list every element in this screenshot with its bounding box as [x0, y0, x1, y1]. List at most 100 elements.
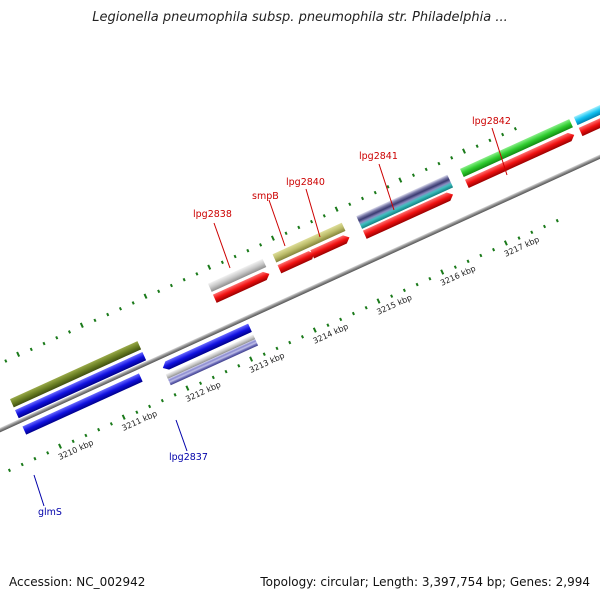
feature-grey-rev[interactable] [165, 334, 256, 379]
outer-tick [398, 177, 403, 183]
gene-label-lpg2841[interactable]: lpg2841 [359, 151, 398, 162]
inner-tick [415, 282, 419, 287]
leader-glmS [33, 474, 45, 507]
kbp-label: 3211 kbp [121, 409, 159, 433]
inner-tick [326, 323, 330, 327]
outer-tick [270, 235, 275, 241]
feature-blue-rev[interactable] [161, 323, 252, 372]
outer-tick [220, 260, 224, 265]
outer-tick [450, 156, 454, 160]
inner-tick [148, 404, 152, 409]
topology-summary: Topology: circular; Length: 3,397,754 bp… [260, 575, 590, 589]
inner-tick [466, 259, 470, 264]
outer-tick [207, 264, 212, 270]
feature-lpg2841-stack[interactable] [356, 174, 454, 229]
inner-tick [312, 327, 317, 333]
outer-tick [29, 347, 33, 352]
inner-tick [7, 468, 12, 473]
feature-olive-left[interactable] [10, 341, 142, 408]
feature-smpB[interactable] [272, 222, 346, 263]
inner-tick [135, 410, 139, 415]
outer-tick [334, 206, 339, 212]
inner-tick [237, 364, 241, 368]
outer-tick [373, 190, 377, 195]
feature-lpg2840-b[interactable] [310, 233, 351, 259]
feature-lpg2841[interactable] [362, 190, 455, 239]
kbp-label: 3210 kbp [57, 438, 95, 462]
inner-tick [46, 451, 50, 455]
inner-tick [249, 356, 254, 362]
leader-lpg2842 [491, 127, 508, 176]
inner-tick [402, 288, 406, 293]
outer-tick [488, 138, 492, 143]
accession-info: Accession: NC_002942 [9, 575, 146, 589]
feature-cyan-right[interactable] [573, 92, 600, 126]
feature-red-right[interactable] [578, 103, 600, 137]
outer-tick [157, 289, 161, 294]
kbp-label: 3212 kbp [184, 380, 222, 404]
leader-smpB [268, 199, 286, 247]
kbp-label: 3213 kbp [248, 351, 286, 375]
outer-tick [348, 202, 352, 207]
inner-tick [492, 247, 496, 252]
leader-lpg2838 [213, 222, 231, 269]
outer-tick [16, 351, 21, 357]
outer-tick [462, 148, 466, 154]
inner-tick [300, 335, 305, 339]
feature-lpg2840-a[interactable] [277, 249, 316, 274]
leader-lpg2837 [175, 419, 188, 452]
reverse-strand-features [22, 323, 259, 435]
feature-lpg2838[interactable] [212, 270, 271, 303]
inner-tick [288, 340, 292, 345]
inner-tick [376, 298, 381, 304]
outer-tick [246, 248, 250, 253]
gene-label-lpg2837[interactable]: lpg2837 [169, 452, 208, 463]
outer-tick [424, 167, 428, 172]
inner-tick [262, 352, 266, 356]
gene-label-glmS[interactable]: glmS [38, 507, 62, 518]
feature-green-2842[interactable] [460, 119, 573, 178]
leader-lpg2841 [378, 163, 395, 211]
outer-tick [131, 301, 135, 305]
outer-tick [42, 341, 46, 346]
outer-tick [118, 306, 122, 311]
feature-glmS[interactable] [14, 352, 147, 419]
gene-label-lpg2838[interactable]: lpg2838 [193, 209, 232, 220]
inner-tick [275, 346, 279, 351]
inner-tick [199, 381, 203, 386]
forward-strand-features [10, 92, 600, 419]
gene-label-lpg2842[interactable]: lpg2842 [472, 116, 511, 127]
outer-tick [360, 196, 365, 201]
inner-tick [440, 269, 445, 275]
outer-tick [259, 243, 263, 247]
kbp-label: 3215 kbp [375, 293, 413, 317]
inner-tick [121, 414, 126, 420]
outer-tick [475, 144, 479, 148]
outer-tick [79, 322, 84, 328]
inner-tick [84, 433, 88, 438]
outer-tick [67, 330, 72, 334]
outer-tick [93, 318, 97, 323]
feature-lpg2837[interactable] [167, 339, 259, 386]
gene-label-lpg2840[interactable]: lpg2840 [286, 177, 325, 188]
inner-tick [211, 375, 215, 380]
outer-tick [169, 283, 173, 288]
feature-lpg2842[interactable] [464, 131, 576, 188]
inner-tick [185, 385, 190, 391]
inner-tick [503, 240, 508, 246]
inner-tick [555, 218, 559, 223]
inner-tick [97, 427, 101, 432]
feature-blue-left-rev[interactable] [22, 373, 143, 435]
inner-tick [428, 276, 432, 281]
inner-tick [453, 265, 457, 269]
leader-lpg2840 [305, 188, 321, 238]
kbp-label: 3217 kbp [503, 235, 541, 259]
inner-tick [542, 224, 547, 229]
feature-grey-2838[interactable] [207, 258, 267, 292]
outer-tick [310, 219, 314, 224]
inner-tick [173, 393, 177, 397]
outer-tick [55, 335, 59, 340]
inner-tick [479, 253, 483, 258]
gene-label-smpB[interactable]: smpB [252, 191, 279, 202]
